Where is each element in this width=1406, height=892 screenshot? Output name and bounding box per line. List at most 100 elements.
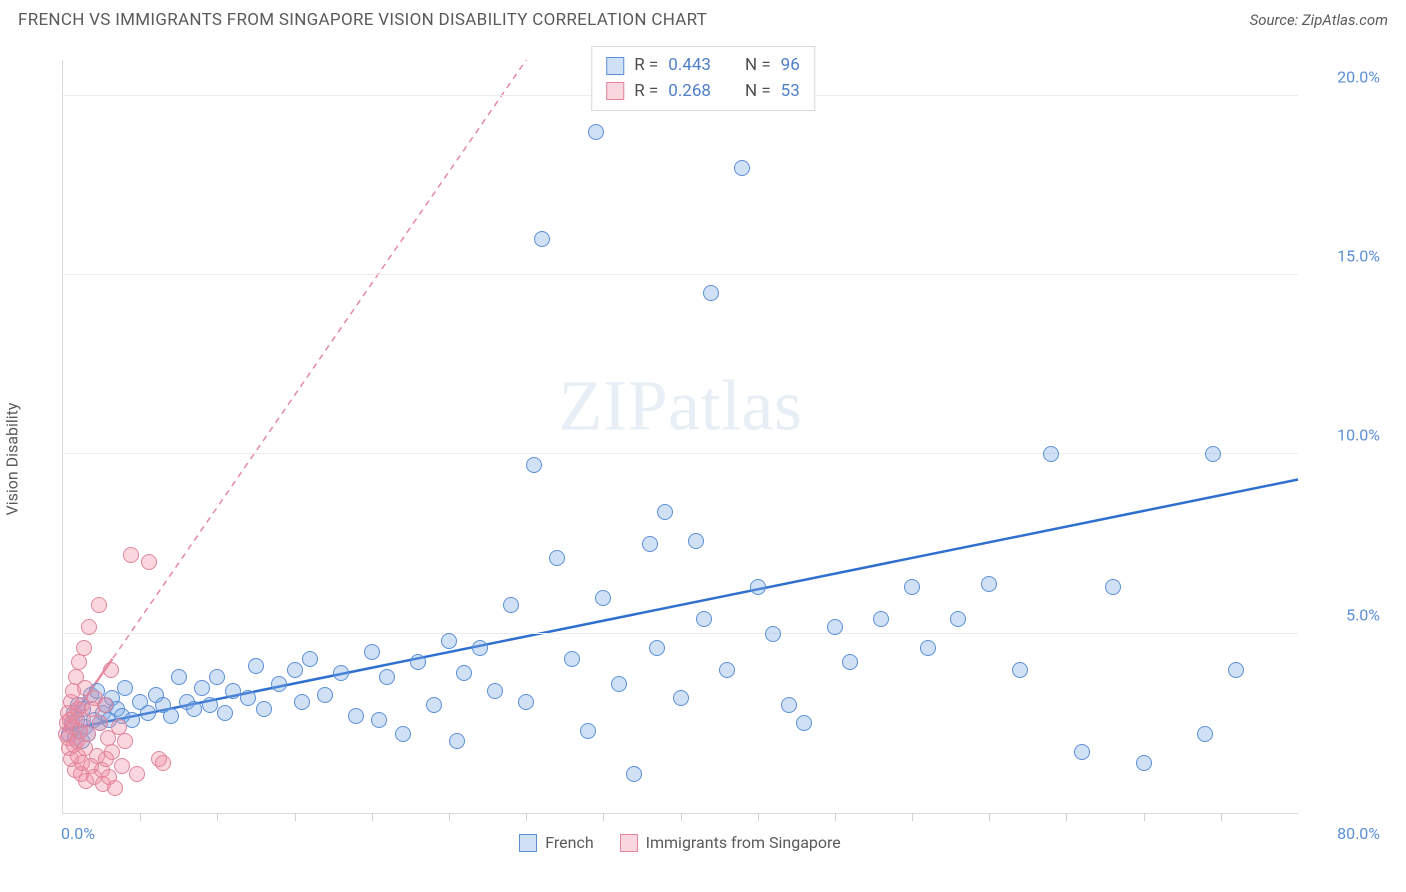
scatter-point bbox=[1136, 755, 1152, 771]
scatter-point bbox=[518, 694, 534, 710]
legend-swatch bbox=[606, 57, 624, 75]
legend-swatch bbox=[519, 834, 537, 852]
x-tick bbox=[140, 813, 141, 821]
y-tick-label: 15.0% bbox=[1308, 247, 1380, 266]
correlation-stats-box: R =0.443N =96R =0.268N =53 bbox=[591, 46, 815, 111]
scatter-point bbox=[549, 550, 565, 566]
scatter-point bbox=[564, 651, 580, 667]
scatter-point bbox=[256, 701, 272, 717]
x-tick bbox=[1221, 813, 1222, 821]
scatter-point bbox=[1074, 744, 1090, 760]
scatter-point bbox=[626, 766, 642, 782]
scatter-point bbox=[348, 708, 364, 724]
scatter-point bbox=[171, 669, 187, 685]
scatter-point bbox=[920, 640, 936, 656]
scatter-point bbox=[904, 579, 920, 595]
scatter-point bbox=[719, 662, 735, 678]
scatter-point bbox=[981, 576, 997, 592]
scatter-point bbox=[950, 611, 966, 627]
scatter-point bbox=[123, 547, 139, 563]
scatter-point bbox=[141, 554, 157, 570]
y-axis-label: Vision Disability bbox=[3, 403, 22, 516]
y-tick-label: 20.0% bbox=[1308, 67, 1380, 86]
scatter-point bbox=[696, 611, 712, 627]
scatter-point bbox=[526, 457, 542, 473]
stat-n-value: 96 bbox=[781, 53, 800, 79]
scatter-point bbox=[91, 597, 107, 613]
scatter-point bbox=[1105, 579, 1121, 595]
scatter-point bbox=[107, 780, 123, 796]
scatter-point bbox=[202, 697, 218, 713]
scatter-point bbox=[129, 766, 145, 782]
x-tick bbox=[603, 813, 604, 821]
scatter-point bbox=[472, 640, 488, 656]
legend-label: French bbox=[545, 833, 593, 852]
scatter-point bbox=[124, 712, 140, 728]
scatter-point bbox=[240, 690, 256, 706]
scatter-point bbox=[611, 676, 627, 692]
legend-item: French bbox=[519, 833, 593, 852]
chart-title: FRENCH VS IMMIGRANTS FROM SINGAPORE VISI… bbox=[18, 10, 707, 30]
x-tick bbox=[372, 813, 373, 821]
scatter-point bbox=[1228, 662, 1244, 678]
scatter-point bbox=[302, 651, 318, 667]
watermark-text: ZIPatlas bbox=[559, 365, 803, 448]
stats-row: R =0.443N =96 bbox=[606, 53, 800, 79]
scatter-point bbox=[97, 697, 113, 713]
scatter-point bbox=[673, 690, 689, 706]
stat-n-label: N = bbox=[745, 79, 771, 105]
x-tick bbox=[758, 813, 759, 821]
scatter-point bbox=[287, 662, 303, 678]
x-tick bbox=[526, 813, 527, 821]
scatter-point bbox=[379, 669, 395, 685]
scatter-point bbox=[140, 705, 156, 721]
trend-line bbox=[63, 60, 526, 731]
legend-swatch bbox=[606, 82, 624, 100]
scatter-point bbox=[317, 687, 333, 703]
gridline bbox=[63, 274, 1298, 275]
scatter-point bbox=[588, 124, 604, 140]
x-tick bbox=[295, 813, 296, 821]
x-tick bbox=[217, 813, 218, 821]
scatter-point bbox=[248, 658, 264, 674]
x-tick bbox=[989, 813, 990, 821]
scatter-point bbox=[781, 697, 797, 713]
legend-item: Immigrants from Singapore bbox=[620, 833, 841, 852]
scatter-point bbox=[827, 619, 843, 635]
scatter-point bbox=[364, 644, 380, 660]
scatter-point bbox=[426, 697, 442, 713]
scatter-point bbox=[81, 619, 97, 635]
scatter-point bbox=[703, 285, 719, 301]
scatter-point bbox=[765, 626, 781, 642]
scatter-point bbox=[117, 733, 133, 749]
x-tick bbox=[1144, 813, 1145, 821]
scatter-point bbox=[487, 683, 503, 699]
scatter-point bbox=[649, 640, 665, 656]
x-tick bbox=[449, 813, 450, 821]
x-tick bbox=[1066, 813, 1067, 821]
scatter-point bbox=[333, 665, 349, 681]
gridline bbox=[63, 633, 1298, 634]
legend: French Immigrants from Singapore bbox=[62, 833, 1298, 852]
scatter-point bbox=[71, 654, 87, 670]
scatter-point bbox=[449, 733, 465, 749]
stat-n-value: 53 bbox=[781, 79, 800, 105]
scatter-point bbox=[103, 662, 119, 678]
scatter-point bbox=[873, 611, 889, 627]
scatter-point bbox=[395, 726, 411, 742]
legend-label: Immigrants from Singapore bbox=[646, 833, 841, 852]
x-tick bbox=[681, 813, 682, 821]
y-tick-label: 5.0% bbox=[1308, 605, 1380, 624]
scatter-point bbox=[371, 712, 387, 728]
stat-r-label: R = bbox=[634, 79, 658, 105]
scatter-point bbox=[750, 579, 766, 595]
scatter-point bbox=[1012, 662, 1028, 678]
stats-row: R =0.268N =53 bbox=[606, 79, 800, 105]
source-attribution: Source: ZipAtlas.com bbox=[1250, 11, 1388, 29]
chart-area: Vision Disability ZIPatlas 0.0% 80.0% 5.… bbox=[18, 44, 1388, 874]
plot-region: ZIPatlas 0.0% 80.0% 5.0%10.0%15.0%20.0% bbox=[62, 60, 1298, 814]
scatter-point bbox=[534, 231, 550, 247]
scatter-point bbox=[657, 504, 673, 520]
scatter-point bbox=[209, 669, 225, 685]
stat-r-value: 0.443 bbox=[668, 53, 711, 79]
